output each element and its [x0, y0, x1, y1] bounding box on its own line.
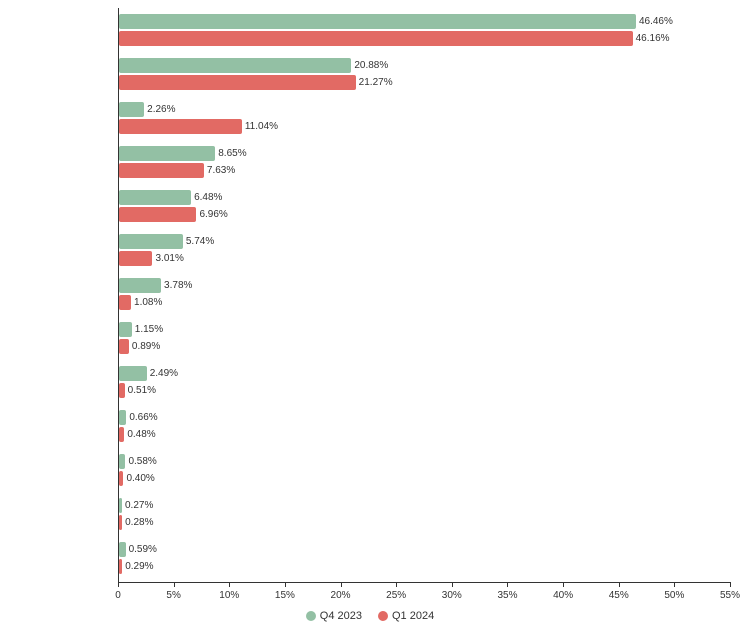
- bar-value-label: 21.27%: [359, 75, 393, 90]
- x-tick: [341, 582, 342, 587]
- bar-value-label: 3.78%: [164, 278, 192, 293]
- x-tick: [396, 582, 397, 587]
- x-tick: [118, 582, 119, 587]
- legend-item: Q4 2023: [306, 610, 362, 622]
- x-tick: [563, 582, 564, 587]
- bar-value-label: 5.74%: [186, 234, 214, 249]
- bar-value-label: 6.48%: [194, 190, 222, 205]
- bar: [119, 383, 125, 398]
- bar: [119, 427, 124, 442]
- legend-item: Q1 2024: [378, 610, 434, 622]
- bar-value-label: 1.08%: [134, 295, 162, 310]
- x-tick-label: 50%: [664, 590, 684, 601]
- bar: [119, 295, 131, 310]
- bar: [119, 278, 161, 293]
- legend: Q4 2023 Q1 2024: [0, 610, 740, 622]
- bar-value-label: 0.89%: [132, 339, 160, 354]
- bar: [119, 75, 356, 90]
- x-tick: [619, 582, 620, 587]
- bar-value-label: 7.63%: [207, 163, 235, 178]
- bar: [119, 190, 191, 205]
- bar: [119, 102, 144, 117]
- bar-value-label: 46.46%: [639, 14, 673, 29]
- bar-value-label: 0.58%: [128, 454, 156, 469]
- bar: [119, 454, 125, 469]
- x-tick-label: 55%: [720, 590, 740, 601]
- bar: [119, 234, 183, 249]
- bar-value-label: 0.28%: [125, 515, 153, 530]
- bar: [119, 14, 636, 29]
- bar-value-label: 2.49%: [150, 366, 178, 381]
- x-tick: [285, 582, 286, 587]
- legend-label: Q4 2023: [320, 610, 362, 622]
- bar: [119, 471, 123, 486]
- x-tick-label: 5%: [166, 590, 180, 601]
- bar: [119, 515, 122, 530]
- bar: [119, 410, 126, 425]
- x-tick: [674, 582, 675, 587]
- x-tick: [229, 582, 230, 587]
- bar: [119, 322, 132, 337]
- bar-value-label: 0.29%: [125, 559, 153, 574]
- x-tick-label: 30%: [442, 590, 462, 601]
- x-tick: [452, 582, 453, 587]
- bar-value-label: 46.16%: [636, 31, 670, 46]
- bar: [119, 119, 242, 134]
- x-tick: [730, 582, 731, 587]
- bar-value-label: 0.40%: [126, 471, 154, 486]
- bar-value-label: 0.27%: [125, 498, 153, 513]
- bar: [119, 366, 147, 381]
- x-tick-label: 15%: [275, 590, 295, 601]
- bar: [119, 163, 204, 178]
- legend-label: Q1 2024: [392, 610, 434, 622]
- x-tick: [174, 582, 175, 587]
- bar: [119, 207, 196, 222]
- bar: [119, 31, 633, 46]
- legend-dot: [378, 611, 388, 621]
- bar: [119, 542, 126, 557]
- x-tick-label: 35%: [497, 590, 517, 601]
- x-tick-label: 45%: [609, 590, 629, 601]
- x-tick-label: 20%: [331, 590, 351, 601]
- bar: [119, 339, 129, 354]
- x-tick-label: 0: [115, 590, 121, 601]
- x-axis-line: [118, 582, 730, 583]
- bar-value-label: 0.66%: [129, 410, 157, 425]
- bar-value-label: 8.65%: [218, 146, 246, 161]
- bar-value-label: 0.51%: [128, 383, 156, 398]
- bar: [119, 251, 152, 266]
- bar-value-label: 0.59%: [129, 542, 157, 557]
- legend-dot: [306, 611, 316, 621]
- bar-value-label: 3.01%: [155, 251, 183, 266]
- bar-value-label: 2.26%: [147, 102, 175, 117]
- bar-value-label: 1.15%: [135, 322, 163, 337]
- bar: [119, 58, 351, 73]
- bar-value-label: 11.04%: [245, 119, 278, 134]
- x-tick-label: 25%: [386, 590, 406, 601]
- x-tick-label: 40%: [553, 590, 573, 601]
- bar-value-label: 20.88%: [354, 58, 388, 73]
- bar-value-label: 0.48%: [127, 427, 155, 442]
- x-tick: [507, 582, 508, 587]
- bar: [119, 498, 122, 513]
- bar: [119, 146, 215, 161]
- bar: [119, 559, 122, 574]
- bar-value-label: 6.96%: [199, 207, 227, 222]
- x-tick-label: 10%: [219, 590, 239, 601]
